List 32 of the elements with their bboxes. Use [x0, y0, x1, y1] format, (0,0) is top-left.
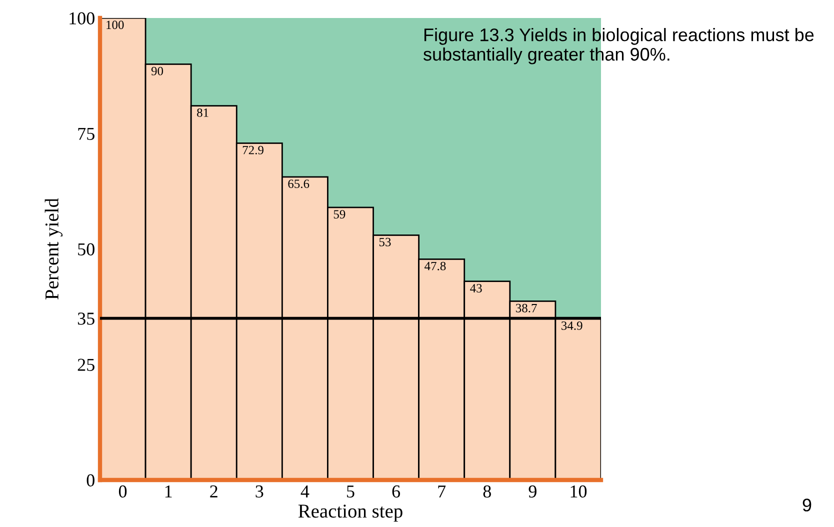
- x-axis-title: Reaction step: [298, 504, 402, 522]
- x-tick-label: 2: [210, 485, 218, 498]
- data-label: 34.9: [562, 321, 582, 330]
- x-tick-label: 8: [483, 485, 491, 498]
- data-label: 100: [106, 20, 124, 30]
- x-tick-label: 10: [570, 485, 587, 498]
- x-tick-label: 1: [165, 485, 172, 498]
- y-tick-label: 75: [78, 128, 94, 140]
- y-tick-label: 50: [78, 243, 94, 256]
- y-tick-label: 100: [70, 12, 94, 24]
- y-tick-label: 25: [78, 358, 94, 371]
- annotation: Figure 13.3 Yields in biological reactions must be substantially greater than 90%.: [424, 28, 814, 64]
- data-label: 90: [151, 66, 164, 76]
- data-label: 65.6: [288, 180, 310, 188]
- data-label: 81: [197, 108, 208, 117]
- x-tick-label: 6: [392, 485, 400, 498]
- data-label: 53: [379, 238, 391, 246]
- data-label: 47.8: [424, 262, 446, 270]
- data-label: 43: [470, 284, 482, 292]
- x-tick-label: 9: [528, 485, 536, 498]
- x-tick-label: 3: [256, 485, 264, 498]
- y-axis-title: Percent yield: [44, 198, 62, 300]
- x-tick-label: 4: [300, 486, 310, 498]
- text: 9: [802, 498, 812, 512]
- x-tick-label: 0: [118, 485, 127, 498]
- x-tick-label: 7: [438, 486, 446, 498]
- data-label: 59: [334, 210, 346, 219]
- data-label: 38.7: [516, 304, 537, 312]
- y-tick-label: 35: [78, 312, 94, 325]
- data-label: 72.9: [242, 146, 264, 154]
- x-tick-label: 5: [347, 486, 354, 498]
- y-tick-label: 0: [86, 474, 94, 486]
